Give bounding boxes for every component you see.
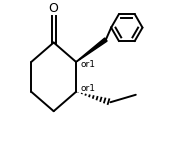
Text: O: O xyxy=(49,2,59,15)
Text: or1: or1 xyxy=(81,60,96,69)
Text: or1: or1 xyxy=(81,84,96,93)
Polygon shape xyxy=(76,38,107,62)
